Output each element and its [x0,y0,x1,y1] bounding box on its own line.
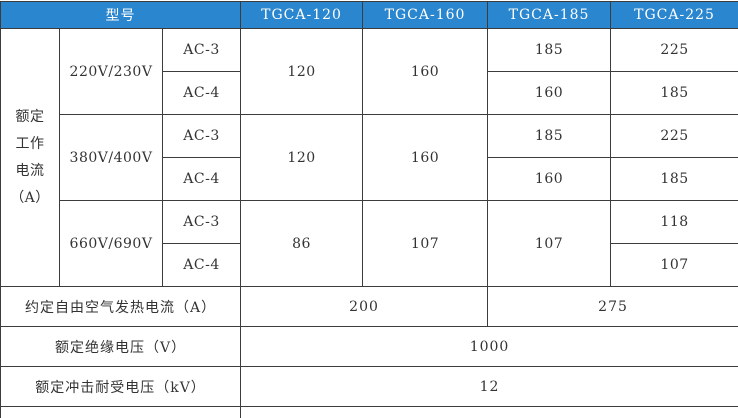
thermal-current-185-225: 275 [487,286,738,327]
cell-660v-tgca120: 86 [240,200,364,287]
cell-220v-ac4-tgca185: 160 [487,71,612,115]
row-380v-ac3: 380V/400V AC-3 120 160 185 225 [1,114,738,201]
voltage-660v: 660V/690V [59,200,163,287]
cat-660v-ac3: AC-3 [161,200,242,244]
cat-380v-ac3: AC-3 [161,114,242,158]
cat-220v-ac4: AC-4 [161,71,242,115]
cell-660v-ac3-tgca225: 118 [610,200,738,244]
partial-label-cell [0,406,242,418]
cell-220v-tgca120: 120 [240,28,364,115]
impulse-voltage-label: 额定冲击耐受电压（kV） [0,366,242,407]
voltage-220v: 220V/230V [59,28,163,115]
cell-380v-ac4-tgca185: 160 [487,157,612,201]
header-tgca-185: TGCA-185 [487,1,612,29]
header-tgca-225: TGCA-225 [610,1,738,29]
row-thermal-current: 约定自由空气发热电流（A） 200 275 [0,286,738,327]
row-partial-clipped [0,406,738,418]
cell-660v-tgca160: 107 [362,200,489,287]
cell-220v-tgca160: 160 [362,28,489,115]
header-model-label: 型号 [0,1,242,29]
thermal-current-label: 约定自由空气发热电流（A） [0,286,242,327]
cell-380v-ac4-tgca225: 185 [610,157,738,201]
insulation-voltage-label: 额定绝缘电压（V） [0,326,242,367]
cell-380v-ac3-tgca185: 185 [487,114,612,158]
row-380v-ac4: AC-4 160 185 [1,157,738,201]
impulse-voltage-value: 12 [240,366,738,407]
header-row: 型号 TGCA-120 TGCA-160 TGCA-185 TGCA-225 [0,1,738,29]
cell-220v-ac3-tgca185: 185 [487,28,612,72]
cell-380v-tgca160: 160 [362,114,489,201]
cell-220v-ac3-tgca225: 225 [610,28,738,72]
cell-380v-tgca120: 120 [240,114,364,201]
rated-current-label: 额定 工作 电流 （A） [0,28,60,287]
cell-660v-tgca185: 107 [487,200,612,287]
header-tgca-120: TGCA-120 [240,1,364,29]
row-660v-ac4: AC-4 107 [1,243,738,287]
row-impulse-voltage: 额定冲击耐受电压（kV） 12 [0,366,738,407]
row-insulation-voltage: 额定绝缘电压（V） 1000 [0,326,738,367]
cell-220v-ac4-tgca225: 185 [610,71,738,115]
cell-660v-ac4-tgca225: 107 [610,243,738,287]
cell-380v-ac3-tgca225: 225 [610,114,738,158]
insulation-voltage-value: 1000 [240,326,738,367]
row-220v-ac3: 额定 工作 电流 （A） 220V/230V AC-3 120 160 185 … [0,28,738,287]
cat-660v-ac4: AC-4 [161,243,242,287]
cat-220v-ac3: AC-3 [161,28,242,72]
header-tgca-160: TGCA-160 [362,1,489,29]
row-660v-ac3: 660V/690V AC-3 86 107 107 118 [1,200,738,287]
thermal-current-120-160: 200 [240,286,489,327]
partial-value-cell [240,406,738,418]
voltage-380v: 380V/400V [59,114,163,201]
cat-380v-ac4: AC-4 [161,157,242,201]
